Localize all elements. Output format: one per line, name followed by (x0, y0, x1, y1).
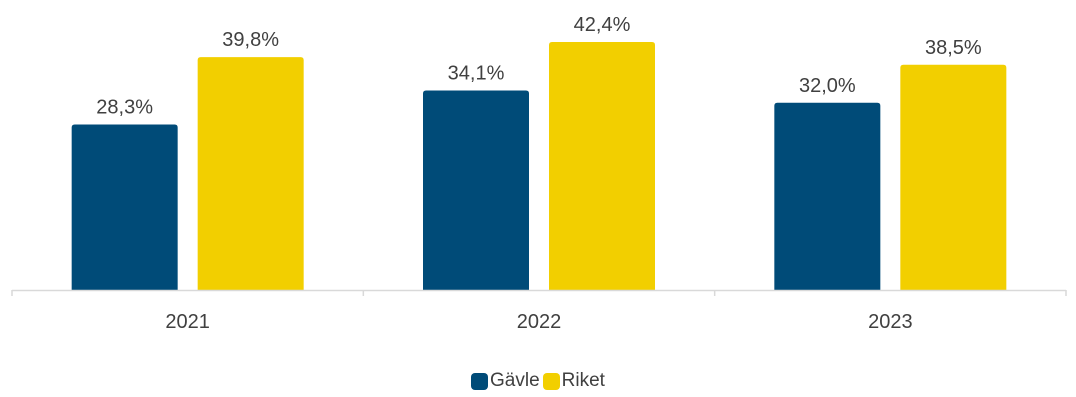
legend-label-riket: Riket (561, 370, 605, 391)
data-label-gavle-2022: 34,1% (448, 63, 505, 85)
bar-gavle-2023 (774, 102, 881, 290)
data-label-riket-2023: 38,5% (925, 37, 982, 59)
x-tick-label-2021: 2021 (165, 311, 210, 333)
legend-item-gavle: Gävle (471, 370, 540, 392)
bar-gavle-2022 (423, 90, 529, 290)
x-tick-label-2022: 2022 (517, 311, 562, 333)
legend-swatch-riket (542, 372, 560, 390)
bar-riket-2023 (900, 64, 1007, 291)
legend-item-riket: Riket (542, 370, 605, 392)
bar-gavle-2021 (71, 124, 178, 290)
data-label-gavle-2021: 28,3% (96, 96, 153, 118)
legend-swatch-gavle (471, 372, 489, 390)
x-tick-label-2023: 2023 (868, 311, 913, 333)
bar-riket-2022 (549, 41, 655, 291)
bar-riket-2021 (197, 57, 304, 290)
data-label-gavle-2023: 32,0% (799, 75, 856, 97)
data-label-riket-2022: 42,4% (574, 14, 631, 36)
legend: Gävle Riket (0, 370, 1076, 392)
data-label-riket-2021: 39,8% (222, 29, 279, 51)
legend-label-gavle: Gävle (490, 370, 540, 391)
